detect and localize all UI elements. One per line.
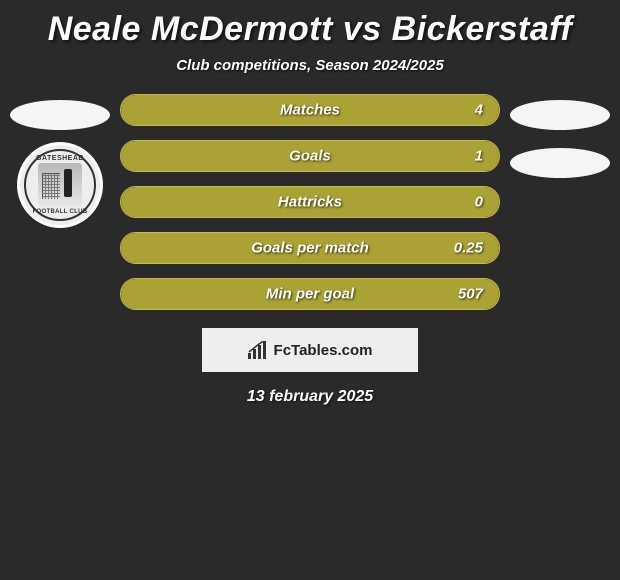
right-player-avatar [510, 100, 610, 130]
infographic-container: Neale McDermott vs Bickerstaff Club comp… [0, 0, 620, 406]
page-title: Neale McDermott vs Bickerstaff [0, 6, 620, 57]
stat-label: Goals [289, 148, 331, 165]
club-figure-icon [64, 169, 72, 197]
right-club-placeholder [510, 148, 610, 178]
left-player-col: GATESHEAD FOOTBALL CLUB [10, 94, 110, 228]
club-badge-inner: GATESHEAD FOOTBALL CLUB [24, 149, 96, 221]
stat-bar-goals-per-match: Goals per match 0.25 [120, 232, 500, 264]
stat-value: 507 [458, 286, 483, 303]
stat-bar-hattricks: Hattricks 0 [120, 186, 500, 218]
left-club-badge: GATESHEAD FOOTBALL CLUB [17, 142, 103, 228]
main-row: GATESHEAD FOOTBALL CLUB Matches 4 Goals … [0, 94, 620, 310]
stat-label: Hattricks [278, 194, 342, 211]
stats-column: Matches 4 Goals 1 Hattricks 0 Goals per … [120, 94, 500, 310]
right-player-col [510, 94, 610, 178]
stat-label: Matches [280, 102, 340, 119]
brand-text: FcTables.com [274, 342, 373, 359]
stat-value: 0 [475, 194, 483, 211]
stat-label: Min per goal [266, 286, 354, 303]
stat-bar-min-per-goal: Min per goal 507 [120, 278, 500, 310]
page-subtitle: Club competitions, Season 2024/2025 [0, 57, 620, 94]
stat-value: 1 [475, 148, 483, 165]
club-net-icon [42, 173, 60, 199]
stat-value: 0.25 [454, 240, 483, 257]
stat-label: Goals per match [251, 240, 369, 257]
club-name-top: GATESHEAD [36, 155, 84, 162]
club-name-bottom: FOOTBALL CLUB [33, 209, 88, 215]
left-player-avatar [10, 100, 110, 130]
stat-bar-matches: Matches 4 [120, 94, 500, 126]
footer-date: 13 february 2025 [0, 388, 620, 406]
club-badge-art [38, 163, 82, 207]
stat-value: 4 [475, 102, 483, 119]
stat-bar-goals: Goals 1 [120, 140, 500, 172]
brand-logo[interactable]: FcTables.com [202, 328, 418, 372]
chart-icon [248, 341, 268, 359]
